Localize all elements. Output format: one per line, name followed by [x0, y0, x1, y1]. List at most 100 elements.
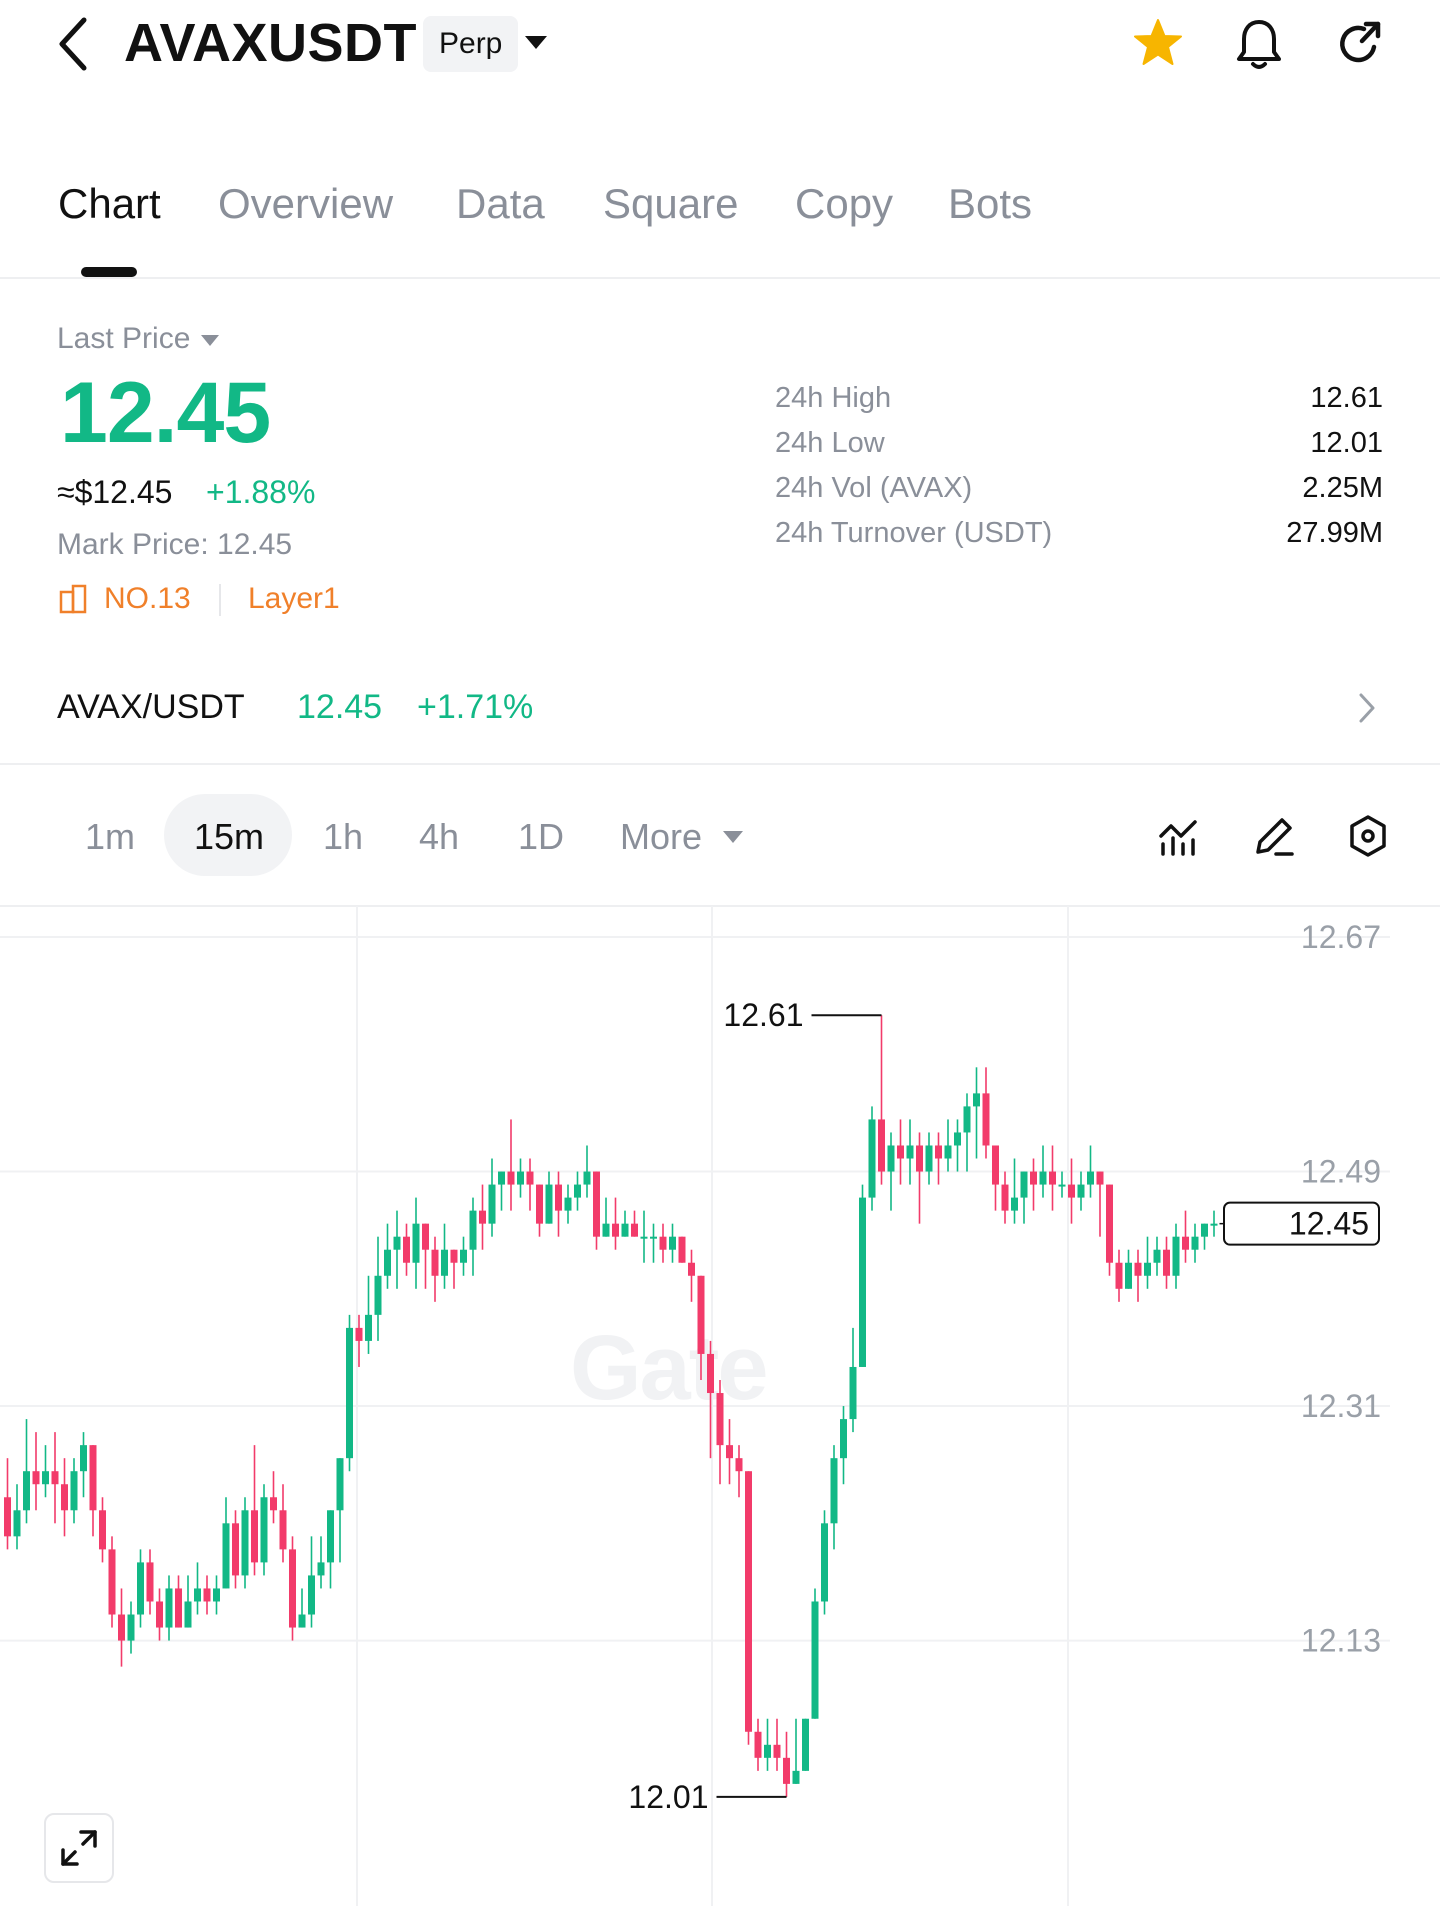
candle — [137, 1549, 144, 1628]
contract-type-badge[interactable]: Perp — [423, 16, 519, 72]
candle-body — [203, 1588, 211, 1602]
candle-body — [897, 1145, 904, 1159]
candle — [811, 1588, 819, 1719]
candle — [1030, 1158, 1037, 1211]
candle-body — [878, 1119, 885, 1172]
candle-body — [916, 1145, 923, 1172]
candle — [906, 1119, 914, 1185]
interval-1d[interactable]: 1D — [518, 816, 565, 857]
candle — [374, 1236, 382, 1341]
candle — [298, 1588, 306, 1628]
candlestick-chart[interactable]: 12.61 12.01 12.45 12.67 12.49 12.31 12.13 — [0, 906, 1440, 1906]
candle — [954, 1119, 961, 1172]
candle-body — [308, 1575, 315, 1615]
interval-15m[interactable]: 15m — [194, 816, 265, 857]
chevron-right-icon[interactable] — [1352, 690, 1382, 726]
candle — [23, 1419, 30, 1524]
candle — [583, 1145, 591, 1198]
tab-data[interactable]: Data — [456, 180, 545, 227]
candle-body — [422, 1223, 429, 1250]
candle — [1115, 1249, 1123, 1302]
candle — [13, 1484, 21, 1550]
candle — [108, 1536, 116, 1628]
usd-price: ≈$12.45 — [57, 474, 173, 510]
candle — [308, 1536, 315, 1628]
candle — [669, 1223, 676, 1263]
candle — [61, 1458, 68, 1537]
candle — [1001, 1171, 1009, 1224]
candle-body — [146, 1562, 154, 1602]
candle-body — [621, 1223, 629, 1237]
stat-value-turnover: 27.99M — [1286, 517, 1383, 549]
expand-chart-button[interactable] — [44, 1813, 114, 1883]
candle — [184, 1575, 192, 1628]
candle — [127, 1601, 135, 1654]
candle — [213, 1575, 220, 1615]
share-icon[interactable] — [1330, 14, 1390, 74]
sector-tag[interactable]: Layer1 — [248, 582, 340, 615]
tab-square[interactable]: Square — [603, 180, 739, 227]
stat-value-low: 12.01 — [1310, 427, 1383, 459]
candle-body — [1115, 1262, 1123, 1289]
spot-pair[interactable]: AVAX/USDT — [57, 688, 245, 726]
candle-body — [536, 1184, 543, 1224]
candle-body — [935, 1145, 942, 1159]
stat-value-volume: 2.25M — [1302, 472, 1383, 504]
candle-body — [127, 1614, 135, 1641]
candle-body — [1011, 1197, 1018, 1211]
last-price-selector[interactable]: Last Price — [57, 322, 191, 355]
indicator-icon[interactable] — [1155, 812, 1203, 860]
chart-annotations: 12.61 12.01 12.45 — [628, 997, 1380, 1815]
candle — [745, 1471, 752, 1745]
candle-body — [469, 1210, 477, 1250]
chart-y-axis: 12.67 12.49 12.31 12.13 — [1301, 919, 1381, 1659]
candle-body — [526, 1171, 534, 1185]
candle-body — [602, 1223, 610, 1237]
candle — [716, 1380, 724, 1485]
back-icon[interactable] — [50, 14, 96, 74]
star-icon[interactable] — [1128, 14, 1188, 74]
candle-body — [726, 1445, 733, 1459]
candle — [1125, 1249, 1132, 1289]
candle — [916, 1132, 923, 1224]
candle — [507, 1119, 515, 1211]
interval-1m[interactable]: 1m — [85, 816, 136, 857]
bell-icon[interactable] — [1229, 14, 1289, 74]
candle-body — [868, 1119, 876, 1198]
candle — [393, 1210, 401, 1289]
candle-body — [270, 1497, 277, 1511]
candle-body — [1172, 1236, 1180, 1276]
candle-body — [640, 1236, 648, 1239]
candle-body — [840, 1419, 847, 1459]
candle — [289, 1536, 296, 1641]
chevron-down-icon[interactable] — [201, 335, 219, 346]
chevron-down-icon[interactable] — [525, 36, 547, 49]
interval-1h[interactable]: 1h — [323, 816, 364, 857]
candle-body — [564, 1197, 572, 1211]
low-annotation-label: 12.01 — [628, 1779, 708, 1815]
draw-icon[interactable] — [1250, 812, 1298, 860]
tab-overview[interactable]: Overview — [218, 180, 394, 227]
settings-icon[interactable] — [1344, 812, 1392, 860]
candle-body — [241, 1510, 249, 1576]
candle — [564, 1184, 572, 1224]
tab-bots[interactable]: Bots — [948, 180, 1033, 227]
candle-body — [555, 1184, 562, 1211]
candle — [146, 1549, 154, 1615]
symbol-title[interactable]: AVAXUSDT — [124, 13, 418, 73]
interval-more[interactable]: More — [620, 816, 703, 857]
candle — [878, 1015, 885, 1185]
candle — [80, 1432, 87, 1498]
chart-candles — [4, 1015, 1218, 1797]
market-rank[interactable]: NO.13 — [104, 582, 191, 615]
tab-chart[interactable]: Chart — [58, 180, 161, 227]
tab-copy[interactable]: Copy — [795, 180, 894, 227]
candle-body — [488, 1184, 496, 1224]
candle — [270, 1471, 277, 1524]
candle — [678, 1236, 686, 1263]
interval-4h[interactable]: 4h — [419, 816, 460, 857]
candle — [593, 1171, 600, 1250]
chevron-down-icon[interactable] — [723, 831, 743, 843]
candle-body — [346, 1327, 353, 1459]
divider — [0, 905, 1440, 907]
